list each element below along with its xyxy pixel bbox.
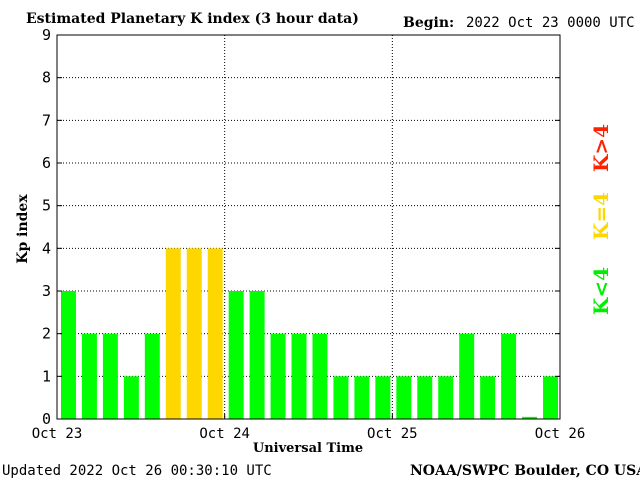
bars [61, 248, 558, 419]
kp-bar [207, 248, 223, 419]
kp-bar [375, 376, 391, 419]
y-tick-label: 2 [42, 325, 51, 343]
y-tick-label: 0 [42, 410, 51, 428]
begin-label: Begin: [403, 15, 454, 31]
y-axis-label: Kp index [15, 194, 31, 264]
kp-bar [417, 376, 433, 419]
y-tick-label: 3 [42, 282, 51, 300]
kp-bar [165, 248, 181, 419]
y-tick-label: 9 [42, 26, 51, 44]
x-tick-label: Oct 25 [367, 426, 418, 442]
y-tick-label: 7 [42, 111, 51, 129]
y-tick-label: 1 [42, 367, 51, 385]
kp-bar [354, 376, 370, 419]
kp-bar [396, 376, 412, 419]
kp-bar [61, 291, 76, 419]
kp-bar [522, 416, 538, 419]
x-axis-label: Universal Time [253, 441, 363, 456]
y-tick-label: 6 [42, 154, 51, 172]
chart-title: Estimated Planetary K index (3 hour data… [26, 11, 359, 27]
legend-mid: K=4 [589, 192, 613, 240]
kp-bar [81, 333, 97, 419]
updated-timestamp: Updated 2022 Oct 26 00:30:10 UTC [2, 463, 272, 479]
legend-high: K>4 [589, 124, 613, 172]
y-tick-label: 5 [42, 197, 51, 215]
grid-lines [57, 35, 560, 419]
y-tick-label: 4 [42, 239, 51, 257]
kp-bar [312, 333, 328, 419]
y-tick-label: 8 [42, 69, 51, 87]
kp-bar [480, 376, 496, 419]
plot-frame [56, 34, 561, 420]
begin-value: 2022 Oct 23 0000 UTC [466, 15, 635, 31]
kp-bar [123, 376, 139, 419]
credit-text: NOAA/SWPC Boulder, CO USA [410, 463, 640, 479]
kp-bar [459, 333, 475, 419]
kp-bar [543, 376, 558, 419]
kp-bar [144, 333, 160, 419]
kp-bar [249, 291, 265, 419]
kp-bar [501, 333, 517, 419]
x-axis-ticks: Oct 23 Oct 24 Oct 25 Oct 26 [32, 414, 586, 442]
x-tick-label: Oct 26 [535, 426, 586, 442]
kp-bar [270, 333, 286, 419]
y-axis-ticks: 0 1 2 3 4 5 6 7 8 9 [42, 26, 560, 428]
kp-bar [228, 291, 244, 419]
x-tick-label: Oct 24 [199, 426, 250, 442]
legend-low: K<4 [589, 267, 613, 315]
kp-bar [291, 333, 307, 419]
kp-bar [186, 248, 202, 419]
kp-bar [102, 333, 118, 419]
kp-bar [438, 376, 454, 419]
kp-bar [333, 376, 349, 419]
x-tick-label: Oct 23 [32, 426, 83, 442]
